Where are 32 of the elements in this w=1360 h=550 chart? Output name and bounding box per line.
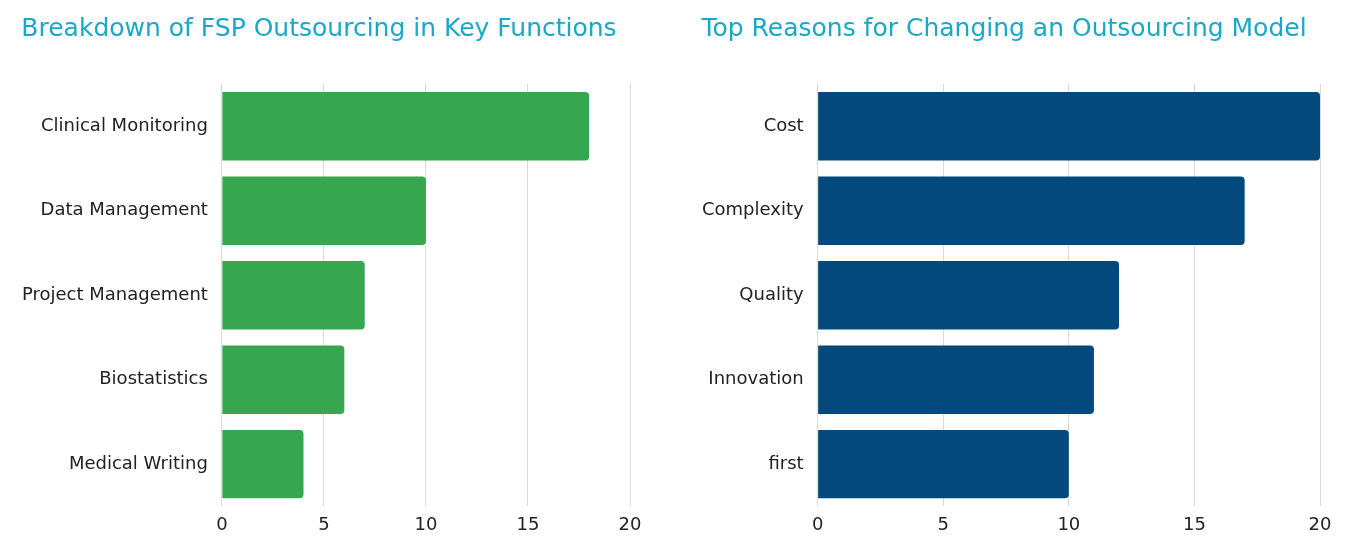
x-tick-label: 0	[811, 512, 824, 534]
chart-title: Top Reasons for Changing an Outsourcing Model	[700, 12, 1307, 42]
bar	[222, 345, 345, 414]
y-tick-label: first	[768, 451, 804, 473]
bar	[818, 429, 1069, 499]
bar	[222, 429, 304, 499]
bar	[818, 92, 1320, 161]
bar	[222, 92, 590, 161]
y-tick-label: Project Management	[21, 282, 208, 304]
bar	[818, 260, 1120, 330]
y-tick-label: Quality	[739, 282, 804, 304]
bar	[222, 176, 426, 245]
x-tick-label: 15	[1182, 512, 1206, 534]
x-tick-label: 20	[618, 512, 642, 534]
y-tick-label: Complexity	[701, 198, 804, 220]
x-tick-label: 20	[1308, 512, 1332, 534]
x-tick-label: 10	[1057, 512, 1081, 534]
y-tick-label: Biostatistics	[99, 367, 208, 389]
x-tick-label: 15	[516, 512, 540, 534]
y-tick-label: Data Management	[40, 198, 208, 220]
bar	[818, 176, 1245, 245]
x-tick-label: 10	[414, 512, 438, 534]
bar	[818, 345, 1094, 414]
x-tick-label: 5	[318, 512, 330, 534]
y-tick-label: Medical Writing	[68, 451, 208, 473]
y-tick-label: Cost	[763, 113, 804, 135]
y-tick-label: Clinical Monitoring	[40, 113, 208, 135]
y-tick-label: Innovation	[708, 367, 804, 389]
x-tick-label: 0	[216, 512, 228, 534]
bar	[222, 260, 365, 330]
x-tick-label: 5	[937, 512, 949, 534]
chart-title: Breakdown of FSP Outsourcing in Key Functions	[21, 12, 617, 42]
